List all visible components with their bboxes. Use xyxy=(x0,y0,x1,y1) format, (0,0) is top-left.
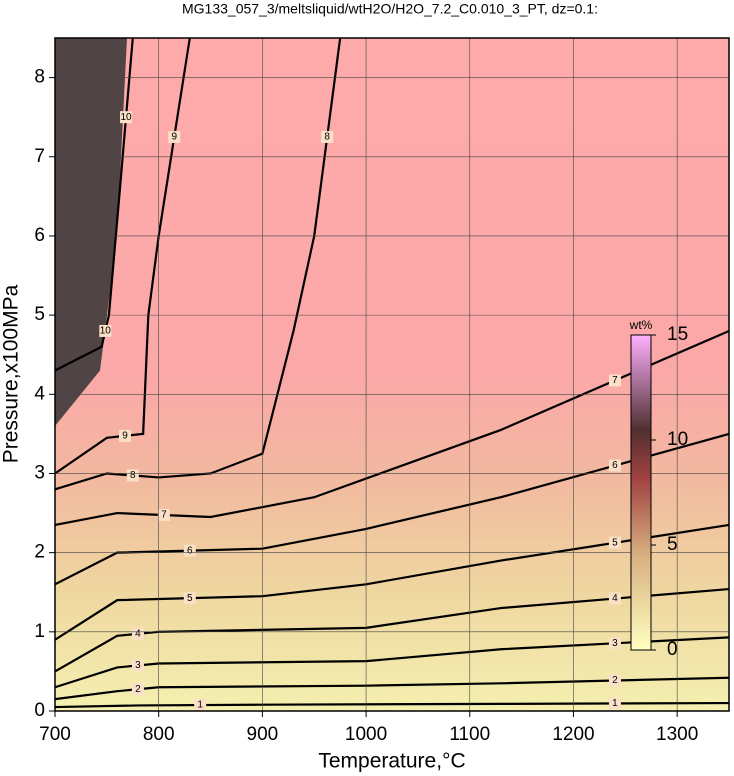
y-tick-label: 1 xyxy=(34,621,45,642)
y-tick-label: 0 xyxy=(34,700,45,721)
contour-label-bg xyxy=(608,536,621,549)
contour-label: 9 xyxy=(171,132,177,143)
x-tick-label: 1300 xyxy=(656,724,698,745)
contour-label-bg xyxy=(608,637,621,650)
x-tick-label: 900 xyxy=(247,724,279,745)
contour-label-bg xyxy=(126,469,139,482)
contour-label-bg xyxy=(131,627,144,640)
x-tick-label: 1200 xyxy=(552,724,594,745)
contour-label: 2 xyxy=(135,684,141,695)
dark-region xyxy=(55,38,127,426)
contour-line xyxy=(54,37,342,491)
contour-label: 6 xyxy=(612,460,618,471)
contour-label: 9 xyxy=(122,431,128,442)
contour-line xyxy=(54,37,191,475)
contour-label: 4 xyxy=(612,593,618,604)
x-tick-label: 1100 xyxy=(449,724,490,745)
contour-label: 10 xyxy=(100,326,112,337)
contour-label-bg xyxy=(157,509,170,522)
y-axis-label: Pressure,x100MPa xyxy=(0,284,23,463)
x-axis-label: Temperature,°C xyxy=(318,750,465,773)
contour-label-bg xyxy=(608,697,621,710)
contour-line xyxy=(54,523,730,641)
contour-label-bg xyxy=(194,699,207,712)
y-tick-label: 2 xyxy=(34,542,45,563)
contour-label-bg xyxy=(131,659,144,672)
x-tick-label: 1000 xyxy=(345,724,387,745)
x-tick-label: 700 xyxy=(39,724,71,745)
chart-title: MG133_057_3/meltsliquid/wtH2O/H2O_7.2_C0… xyxy=(182,1,598,17)
colorbar-tick-label: 5 xyxy=(667,534,678,555)
contour-label-bg xyxy=(118,429,131,442)
colorbar xyxy=(630,334,652,651)
colorbar-tick-label: 15 xyxy=(667,324,688,345)
contour-label-bg xyxy=(608,374,621,387)
y-tick-label: 3 xyxy=(34,462,45,483)
x-tick-label: 800 xyxy=(143,724,175,745)
contour-label-bg xyxy=(608,674,621,687)
contour-label-bg xyxy=(321,130,334,143)
contour-label-bg xyxy=(183,592,196,605)
contour-label: 3 xyxy=(135,660,141,671)
plot-area: 1 1 2 2 3 3 4 4 5 5 6 6 7 7 8 8 9 9 10 10 xyxy=(54,37,730,712)
contour-label-bg xyxy=(608,592,621,605)
contour-label-bg xyxy=(131,683,144,696)
contour-label-bg xyxy=(120,111,133,124)
contour-label: 5 xyxy=(187,593,193,604)
contour-label: 10 xyxy=(120,112,132,123)
contour-label: 7 xyxy=(161,510,167,521)
plot-frame xyxy=(54,37,730,712)
contour-label-bg xyxy=(608,459,621,472)
contour-label-bg xyxy=(183,544,196,557)
contour-label: 2 xyxy=(612,675,618,686)
contour-label-bg xyxy=(99,324,112,337)
contour-label: 3 xyxy=(612,638,618,649)
colorbar-tick-label: 0 xyxy=(667,639,678,660)
y-tick-label: 8 xyxy=(34,67,45,88)
y-tick-label: 6 xyxy=(34,225,45,246)
colorbar-label: wt% xyxy=(629,318,653,332)
contour-label-bg xyxy=(168,130,181,143)
contour-label: 1 xyxy=(612,698,618,709)
y-tick-label: 5 xyxy=(34,304,45,325)
colorbar-tick-label: 10 xyxy=(667,429,688,450)
y-tick-label: 7 xyxy=(34,146,45,167)
y-tick-label: 4 xyxy=(34,383,45,404)
contour-label: 8 xyxy=(130,470,136,481)
contour-label: 1 xyxy=(197,700,203,711)
contour-label: 8 xyxy=(324,132,330,143)
contour-label: 4 xyxy=(135,628,141,639)
contour-label: 6 xyxy=(187,545,193,556)
contour-line xyxy=(54,432,730,586)
contour-label: 5 xyxy=(612,537,618,548)
contour-label: 7 xyxy=(612,375,618,386)
